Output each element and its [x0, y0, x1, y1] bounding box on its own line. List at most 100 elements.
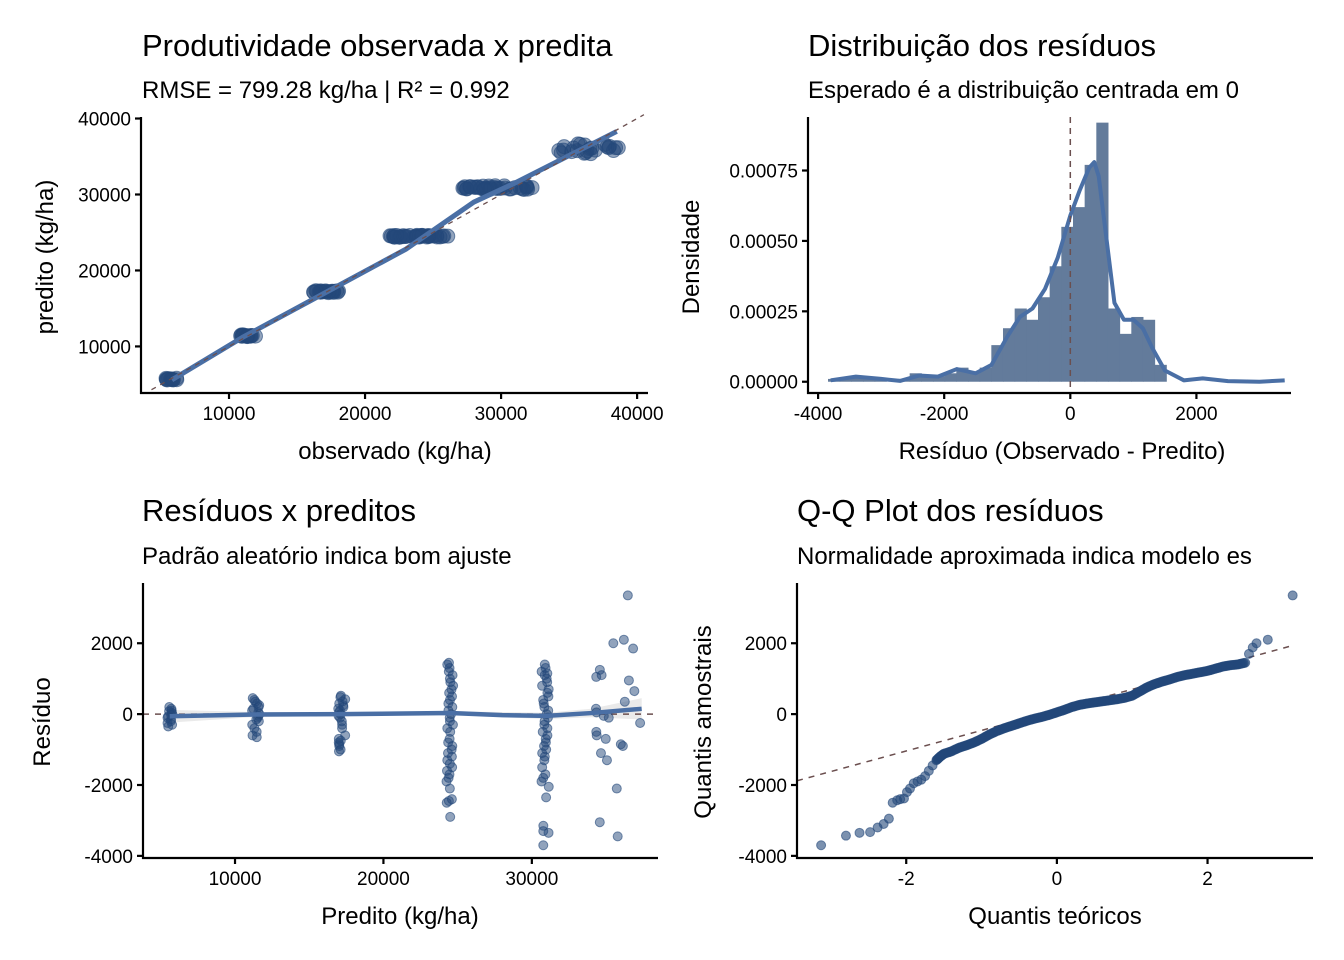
confidence-band [169, 698, 642, 723]
chart-subtitle: Padrão aleatório indica bom ajuste [142, 543, 512, 570]
axes: -2 0 2 -4000 -2000 0 2000 [738, 583, 1313, 890]
histogram-bar [991, 345, 1004, 382]
y-tick-label: 30000 [78, 185, 131, 206]
x-tick-label: 2 [1202, 869, 1213, 890]
data-point [629, 686, 640, 697]
data-point [619, 696, 630, 707]
panel-residual-distribution: Distribuição dos resíduos Esperado é a d… [678, 28, 1291, 465]
data-point [603, 712, 614, 723]
data-point [883, 813, 894, 824]
y-tick-label: 0.00025 [729, 302, 798, 323]
x-axis-label: Predito (kg/ha) [321, 903, 478, 930]
data-point [551, 142, 567, 158]
chart-title: Resíduos x preditos [142, 493, 416, 528]
x-tick-label: 0 [1052, 869, 1063, 890]
y-tick-label: -4000 [738, 847, 787, 868]
panel-qq-plot: Q-Q Plot dos resíduos Normalidade aproxi… [690, 493, 1313, 930]
marks [143, 590, 658, 851]
data-point [622, 590, 633, 601]
x-tick-label: 10000 [203, 404, 256, 425]
data-point [543, 781, 554, 792]
data-point [163, 721, 174, 732]
y-tick-label: 0.00050 [729, 232, 798, 253]
y-axis-label: Quantis amostrais [690, 625, 717, 818]
x-tick-label: 2000 [1175, 404, 1217, 425]
data-point [1262, 634, 1273, 645]
data-point [600, 733, 611, 744]
y-tick-label: 2000 [91, 634, 133, 655]
data-point [854, 827, 865, 838]
data-point [538, 840, 549, 851]
panel-observed-vs-predicted: Produtividade observada x predita RMSE =… [32, 28, 664, 465]
y-tick-label: 10000 [78, 337, 131, 358]
reference-line [151, 114, 645, 391]
histogram-bar [1061, 226, 1074, 382]
chart-subtitle: Normalidade aproximada indica modelo es [797, 543, 1252, 570]
fit-line [170, 129, 618, 382]
histogram-bar [1072, 207, 1086, 382]
data-point [1240, 657, 1251, 668]
y-tick-label: 0 [776, 705, 787, 726]
data-point [618, 634, 629, 645]
data-point [445, 811, 456, 822]
smooth-line [169, 706, 642, 719]
data-point [612, 831, 623, 842]
data-point [591, 671, 602, 682]
data-point [840, 830, 851, 841]
x-tick-label: -2000 [920, 404, 969, 425]
data-point [251, 732, 262, 743]
data-point [595, 748, 606, 759]
data-point [536, 776, 547, 787]
histogram-bar [1026, 319, 1039, 382]
histogram-bar [863, 378, 876, 382]
histogram-bar [968, 373, 981, 382]
data-point [441, 797, 452, 808]
data-point [601, 755, 612, 766]
data-point [334, 746, 345, 757]
y-axis-label: Densidade [678, 200, 705, 315]
x-tick-label: 30000 [475, 404, 528, 425]
histogram-bar [1119, 333, 1132, 382]
density-curve [830, 160, 1285, 384]
histogram-bar [1107, 308, 1121, 382]
histogram-bar [839, 378, 852, 382]
y-tick-label: -4000 [84, 847, 133, 868]
data-point [444, 783, 455, 794]
y-tick-label: 20000 [78, 261, 131, 282]
x-tick-label: 0 [1065, 404, 1076, 425]
chart-title: Distribuição dos resíduos [808, 28, 1156, 63]
marks [796, 590, 1298, 851]
y-tick-label: -2000 [738, 776, 787, 797]
y-tick-label: -2000 [84, 776, 133, 797]
x-tick-label: -2 [898, 869, 915, 890]
data-point [543, 827, 554, 838]
x-tick-label: 20000 [357, 869, 410, 890]
x-tick-label: 10000 [209, 869, 262, 890]
histogram-bar [1084, 164, 1097, 382]
marks [151, 114, 645, 391]
data-point [440, 228, 456, 244]
x-axis-label: Resíduo (Observado - Predito) [899, 438, 1226, 465]
chart-title: Q-Q Plot dos resíduos [797, 493, 1104, 528]
y-tick-label: 2000 [745, 634, 787, 655]
data-point [594, 817, 605, 828]
chart-subtitle: RMSE = 799.28 kg/ha | R² = 0.992 [142, 77, 510, 104]
data-point [628, 643, 639, 654]
data-point [816, 840, 827, 851]
axes: -4000 -2000 0 2000 0.00000 0.00025 0.00050 0.00… [729, 117, 1291, 425]
data-point [591, 730, 602, 741]
y-tick-label: 40000 [78, 110, 131, 131]
data-point [1251, 638, 1262, 649]
histogram-bar [1014, 308, 1027, 382]
histogram-bar [1037, 297, 1051, 382]
data-point [541, 792, 552, 803]
y-axis-label: Resíduo [29, 677, 56, 766]
x-tick-label: 40000 [611, 404, 664, 425]
histogram-bar [944, 373, 957, 382]
histogram-bar [1049, 266, 1062, 382]
data-point [623, 675, 634, 686]
panel-residuals-vs-predicted: Resíduos x preditos Padrão aleatório ind… [29, 493, 658, 930]
x-axis-label: observado (kg/ha) [298, 438, 491, 465]
data-point [617, 741, 628, 752]
